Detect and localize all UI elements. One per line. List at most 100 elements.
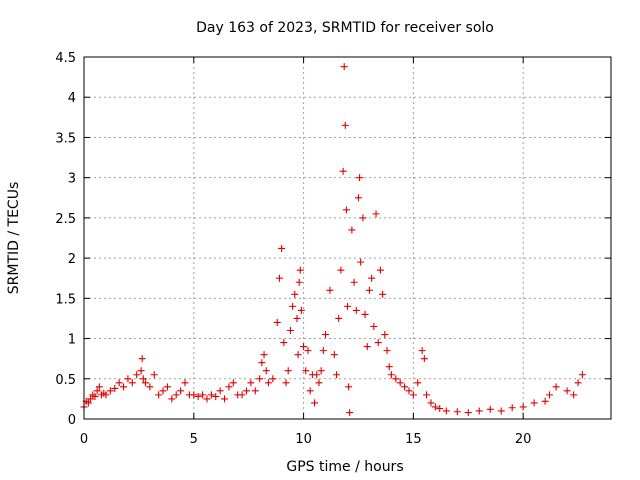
data-point xyxy=(361,310,369,318)
data-point xyxy=(294,351,302,359)
y-tick-label: 0.5 xyxy=(55,373,76,388)
data-point xyxy=(563,387,571,395)
data-point xyxy=(346,409,354,417)
data-point xyxy=(289,302,297,310)
data-point xyxy=(379,290,387,298)
data-point xyxy=(317,367,325,375)
data-point xyxy=(102,391,110,399)
data-point xyxy=(84,399,92,407)
data-point xyxy=(339,167,347,175)
data-point xyxy=(300,343,308,351)
data-point xyxy=(306,387,314,395)
x-tick-label: 0 xyxy=(80,432,88,447)
data-point xyxy=(519,403,527,411)
data-point xyxy=(251,387,259,395)
data-point xyxy=(291,290,299,298)
data-point xyxy=(381,331,389,339)
y-tick-label: 3.5 xyxy=(55,131,76,146)
data-point xyxy=(133,371,141,379)
data-point xyxy=(464,409,472,417)
data-point xyxy=(225,383,233,391)
y-tick-label: 1.5 xyxy=(55,292,76,307)
data-point xyxy=(141,379,149,387)
data-point xyxy=(229,379,237,387)
data-point xyxy=(340,63,348,71)
data-point xyxy=(190,391,198,399)
data-point xyxy=(295,278,303,286)
x-tick-label: 20 xyxy=(515,432,532,447)
data-point xyxy=(120,383,128,391)
data-point xyxy=(137,367,145,375)
data-point xyxy=(423,391,431,399)
data-point xyxy=(146,383,154,391)
data-point xyxy=(541,397,549,405)
data-point xyxy=(111,384,119,392)
data-point xyxy=(418,347,426,355)
data-point xyxy=(269,375,277,383)
data-point xyxy=(376,266,384,274)
data-point xyxy=(273,318,281,326)
data-point xyxy=(335,314,343,322)
data-point xyxy=(168,395,176,403)
data-point xyxy=(414,379,422,387)
tick-labels: 0 0.5 1 1.5 2 2.5 3 3.5 4 4.5 0 5 10 15 20 xyxy=(55,51,531,447)
data-point xyxy=(352,306,360,314)
data-point xyxy=(207,391,215,399)
data-point xyxy=(124,375,132,383)
data-point xyxy=(345,383,353,391)
data-point xyxy=(497,407,505,415)
data-point xyxy=(286,327,294,335)
data-point xyxy=(357,258,365,266)
data-point xyxy=(427,399,435,407)
data-point xyxy=(260,351,268,359)
data-point xyxy=(296,266,304,274)
data-point xyxy=(128,379,136,387)
data-point xyxy=(363,343,371,351)
data-point xyxy=(322,331,330,339)
y-tick-label: 4.5 xyxy=(55,51,76,66)
y-tick-label: 2.5 xyxy=(55,212,76,227)
y-axis-title: SRMTID / TECUs xyxy=(6,182,22,295)
data-point xyxy=(282,379,290,387)
data-point xyxy=(453,408,461,416)
data-point xyxy=(326,286,334,294)
data-point xyxy=(442,407,450,415)
x-tick-label: 15 xyxy=(405,432,422,447)
data-point xyxy=(486,405,494,413)
data-point xyxy=(396,379,404,387)
data-point xyxy=(420,355,428,363)
data-point xyxy=(365,286,373,294)
data-point xyxy=(163,383,171,391)
data-point xyxy=(87,395,95,403)
data-point xyxy=(342,206,350,214)
data-point xyxy=(93,387,101,395)
data-point xyxy=(348,226,356,234)
data-point xyxy=(387,371,395,379)
data-point xyxy=(262,367,270,375)
data-point xyxy=(401,383,409,391)
chart-title: Day 163 of 2023, SRMTID for receiver sol… xyxy=(196,20,494,36)
data-point xyxy=(115,379,123,387)
data-point xyxy=(370,322,378,330)
data-point xyxy=(333,371,341,379)
data-point xyxy=(280,339,288,347)
data-point xyxy=(578,371,586,379)
data-point xyxy=(341,121,349,129)
data-point xyxy=(315,379,323,387)
y-tick-label: 3 xyxy=(68,172,76,187)
data-point xyxy=(216,387,224,395)
data-point xyxy=(552,383,560,391)
data-point xyxy=(304,347,312,355)
data-point xyxy=(293,314,301,322)
data-point xyxy=(344,302,351,310)
data-point xyxy=(368,274,376,282)
data-point xyxy=(264,379,272,387)
data-point xyxy=(405,387,413,395)
data-point xyxy=(242,387,250,395)
y-tick-label: 4 xyxy=(68,91,76,106)
y-tick-label: 0 xyxy=(68,413,76,428)
data-point xyxy=(508,404,516,412)
data-point xyxy=(212,392,220,400)
data-point xyxy=(177,387,185,395)
